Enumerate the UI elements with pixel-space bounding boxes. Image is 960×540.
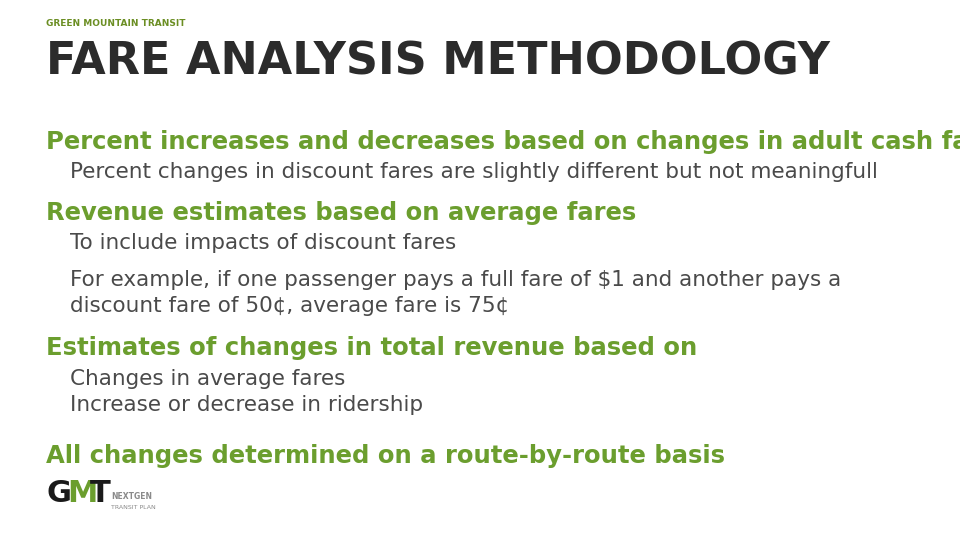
Text: GREEN MOUNTAIN TRANSIT: GREEN MOUNTAIN TRANSIT xyxy=(46,19,185,28)
Text: TRANSIT PLAN: TRANSIT PLAN xyxy=(111,505,156,510)
Text: To include impacts of discount fares: To include impacts of discount fares xyxy=(70,233,456,253)
Text: Increase or decrease in ridership: Increase or decrease in ridership xyxy=(70,395,423,415)
Text: Changes in average fares: Changes in average fares xyxy=(70,369,346,389)
Text: For example, if one passenger pays a full fare of $1 and another pays a
discount: For example, if one passenger pays a ful… xyxy=(70,270,841,315)
Text: Revenue estimates based on average fares: Revenue estimates based on average fares xyxy=(46,201,636,225)
Text: M: M xyxy=(67,478,98,508)
Text: Estimates of changes in total revenue based on: Estimates of changes in total revenue ba… xyxy=(46,336,697,360)
Text: Percent changes in discount fares are slightly different but not meaningfull: Percent changes in discount fares are sl… xyxy=(70,162,878,182)
Text: FARE ANALYSIS METHODOLOGY: FARE ANALYSIS METHODOLOGY xyxy=(46,40,830,84)
Text: G: G xyxy=(46,478,71,508)
Text: Percent increases and decreases based on changes in adult cash fare: Percent increases and decreases based on… xyxy=(46,130,960,153)
Text: NEXTGEN: NEXTGEN xyxy=(111,492,153,501)
Text: All changes determined on a route-by-route basis: All changes determined on a route-by-rou… xyxy=(46,444,725,468)
Text: T: T xyxy=(90,478,111,508)
